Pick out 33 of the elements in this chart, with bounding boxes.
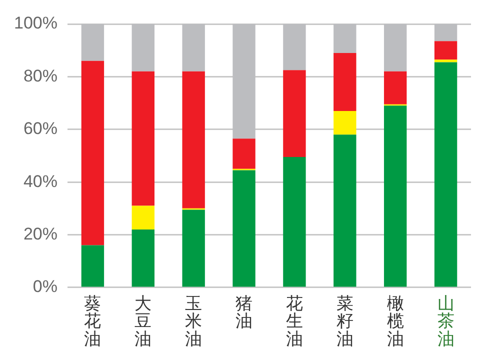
bar [434,60,458,62]
bar [434,41,458,60]
bar [334,52,356,111]
bar [182,71,205,208]
bar [182,210,205,287]
bar [132,229,154,287]
x-tick-label: 橄榄油 [386,294,404,350]
x-tick-label: 花生油 [286,294,303,350]
x-tick-label: 山茶油 [437,294,454,350]
bar [232,138,256,169]
bar [384,71,407,104]
y-tick-label: 80% [23,66,58,86]
bar [132,71,154,206]
bar [232,170,256,287]
x-tick-label: 葵花油 [84,294,102,350]
x-tick-label: 玉米油 [185,294,202,350]
bar [283,157,306,287]
x-tick-label: 猪油 [236,294,253,332]
y-tick-label: 40% [23,172,58,191]
x-tick-label: 大豆油 [134,294,152,350]
bar [283,70,306,158]
y-tick-label: 20% [23,224,58,244]
x-tick-label: 菜籽油 [336,294,354,350]
bar [434,62,458,287]
bar [334,110,356,135]
y-tick-label: 100% [14,14,58,33]
bar [334,134,356,287]
bar [81,60,104,246]
bar [384,106,407,287]
y-tick-label: 0% [32,277,58,296]
y-tick-label: 60% [23,119,58,138]
bar [81,245,104,287]
bar [132,206,154,230]
